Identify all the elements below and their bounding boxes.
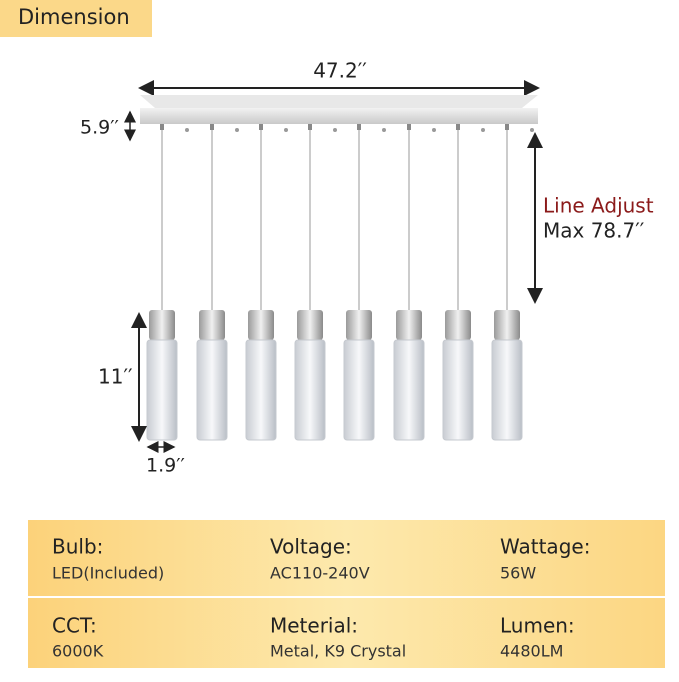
spec-value: 56W: [500, 564, 536, 583]
title: Dimension: [18, 5, 130, 29]
width-label: 47.2′′: [313, 59, 367, 83]
spec-value: LED(Included): [52, 564, 164, 583]
canopy-dot: [481, 128, 485, 132]
pendant-crystal: [343, 339, 375, 441]
canopy-dot: [185, 128, 189, 132]
pendants: [146, 124, 534, 441]
line-adjust-title: Line Adjust: [543, 194, 654, 218]
spec-value: 4480LM: [500, 642, 563, 661]
mount-screw: [357, 124, 361, 130]
mount-screw: [505, 124, 509, 130]
canopy: [140, 108, 538, 124]
canopy-top: [140, 95, 538, 108]
canopy-label: 5.9′′: [80, 117, 119, 139]
spec-label: CCT:: [52, 614, 97, 638]
mount-screw: [160, 124, 164, 130]
canopy-dot: [333, 128, 337, 132]
pendant-cap: [396, 310, 422, 340]
pendant-crystal: [196, 339, 228, 441]
mount-screw: [210, 124, 214, 130]
pendant-cap: [199, 310, 225, 340]
pendant-cap: [445, 310, 471, 340]
pendant-cap: [297, 310, 323, 340]
spec-label: Wattage:: [500, 535, 590, 559]
spec-label: Lumen:: [500, 614, 575, 638]
canopy-dot: [235, 128, 239, 132]
pendant-crystal: [393, 339, 425, 441]
mount-screw: [308, 124, 312, 130]
pendant-crystal: [245, 339, 277, 441]
pendant-crystal: [146, 339, 178, 441]
spec-value: AC110-240V: [270, 564, 370, 583]
mount-screw: [456, 124, 460, 130]
pendant-crystal: [442, 339, 474, 441]
canopy-dot: [432, 128, 436, 132]
pendant-crystal: [491, 339, 523, 441]
canopy-dot: [530, 128, 534, 132]
spec-value: Metal, K9 Crystal: [270, 642, 406, 661]
mount-screw: [407, 124, 411, 130]
spec-label: Voltage:: [270, 535, 352, 559]
pendant-crystal: [294, 339, 326, 441]
canopy-dot: [382, 128, 386, 132]
pendant-cap: [248, 310, 274, 340]
canopy-dot: [284, 128, 288, 132]
title-badge: [0, 0, 152, 37]
spec-label: Bulb:: [52, 535, 103, 559]
spec-table: Bulb: LED(Included) Voltage: AC110-240V Watt…: [52, 535, 590, 661]
spec-value: 6000K: [52, 642, 104, 661]
diameter-label: 1.9′′: [146, 455, 185, 477]
mount-screw: [259, 124, 263, 130]
pendant-cap: [346, 310, 372, 340]
pendant-cap: [149, 310, 175, 340]
line-adjust-value: Max 78.7′′: [543, 219, 645, 243]
spec-panel: [28, 520, 665, 668]
pendant-cap: [494, 310, 520, 340]
length-label: 11′′: [98, 365, 133, 389]
spec-label: Meterial:: [270, 614, 358, 638]
